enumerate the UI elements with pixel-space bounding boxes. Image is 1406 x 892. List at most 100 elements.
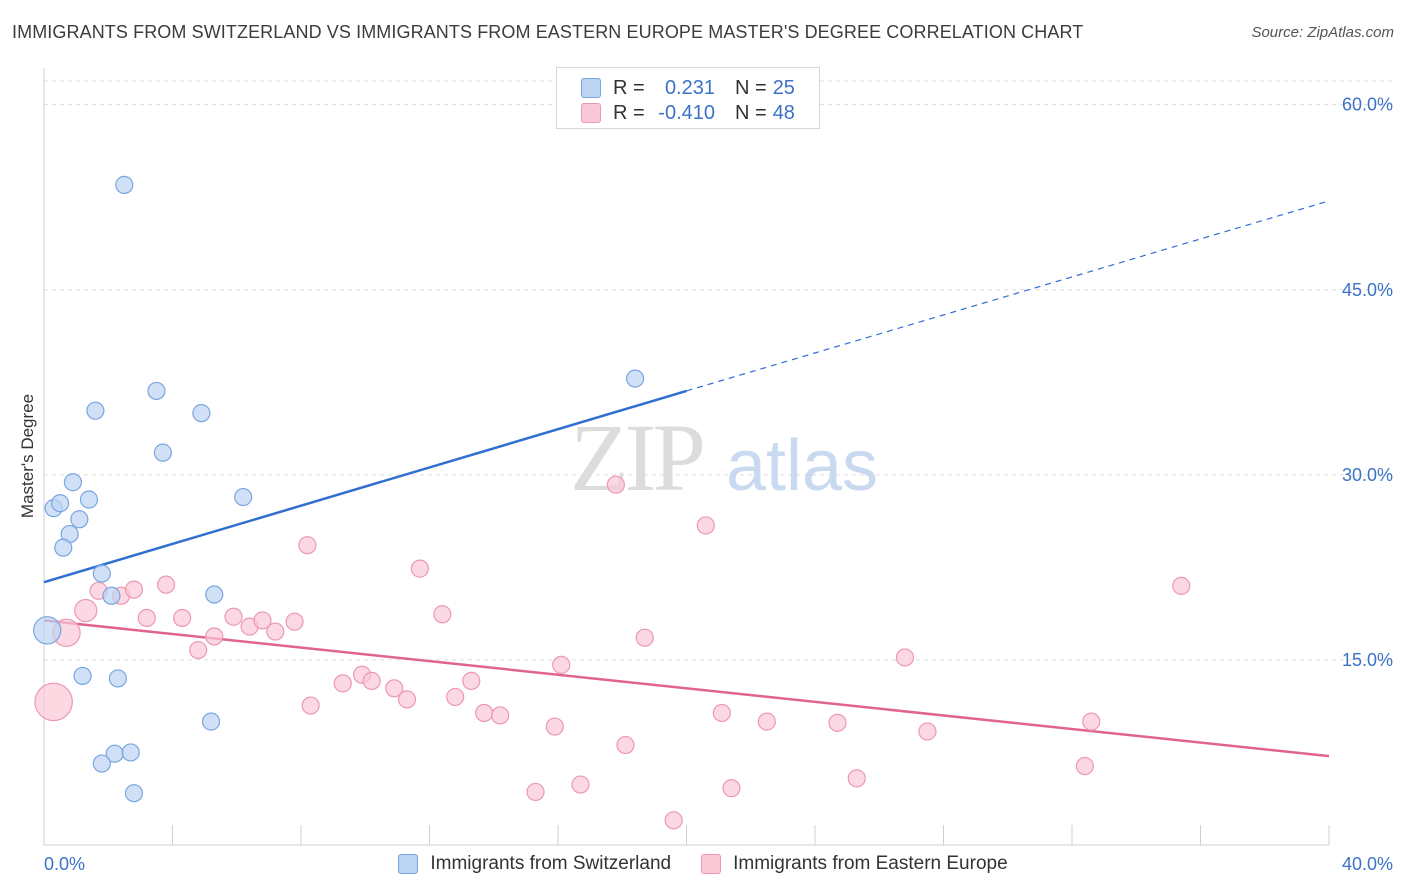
point-switzerland [192,404,211,423]
point-switzerland [79,490,99,509]
point-eastern-europe [446,687,465,707]
point-eastern-europe [462,671,481,690]
legend-n-label: N = [735,76,767,99]
point-eastern-europe [664,811,683,830]
point-eastern-europe [205,627,224,646]
series-legend-eastern-europe: Immigrants from Eastern Europe [701,853,1008,875]
point-eastern-europe [847,769,866,788]
watermark-zip: ZIP [570,404,703,511]
point-switzerland [92,754,111,773]
point-switzerland [102,586,121,605]
x-tick-label: 40.0% [1342,854,1393,874]
point-eastern-europe [137,608,156,628]
point-switzerland [86,401,105,420]
y-axis-title: Master's Degree [18,393,37,519]
point-switzerland [124,784,144,803]
point-eastern-europe [433,605,452,624]
point-eastern-europe [475,703,494,723]
point-eastern-europe [34,682,73,722]
point-eastern-europe [301,696,320,715]
trend-line-switzerland-extension [686,200,1330,392]
point-eastern-europe [285,612,304,631]
legend-r-label: R = [613,76,645,99]
legend-n-value: 25 [772,76,795,99]
x-tick-label: 0.0% [44,854,85,874]
point-eastern-europe [696,516,715,535]
point-eastern-europe [124,580,144,599]
trend-line-eastern-europe [43,619,1330,758]
point-switzerland [54,538,73,557]
point-eastern-europe [545,717,564,736]
data-points [33,175,1191,830]
point-eastern-europe [552,655,571,674]
point-eastern-europe [253,611,272,630]
point-eastern-europe [410,559,429,578]
point-eastern-europe [385,679,404,698]
legend-n-label: N = [735,101,767,124]
legend-r-value: -0.410 [658,101,715,124]
trend-line-switzerland [43,389,687,584]
y-tick-label: 15.0% [1342,650,1393,670]
point-eastern-europe [491,706,510,725]
point-eastern-europe [1082,712,1101,731]
point-switzerland [234,487,253,507]
point-eastern-europe [74,598,98,623]
point-eastern-europe [635,628,654,647]
series-label-switzerland: Immigrants from Switzerland [430,853,672,874]
point-switzerland [70,510,89,529]
point-eastern-europe [397,690,417,709]
point-switzerland [205,585,224,604]
watermark-atlas: atlas [726,426,878,506]
point-eastern-europe [156,575,176,594]
point-eastern-europe [189,640,208,660]
series-legend: Immigrants from Switzerland Immigrants f… [0,850,1406,878]
point-eastern-europe [722,779,741,798]
tick-labels: 15.0% 30.0% 45.0% 60.0% 0.0% 40.0% [44,95,1393,874]
point-eastern-europe [1075,756,1094,776]
point-switzerland [33,616,62,645]
point-eastern-europe [895,648,915,667]
y-tick-label: 60.0% [1342,95,1393,115]
point-switzerland [625,369,645,388]
trend-lines [43,200,1330,758]
grid-lines [44,80,1392,661]
point-switzerland [50,494,70,513]
point-eastern-europe [298,536,317,555]
point-switzerland [92,564,111,583]
legend-r-value: 0.231 [664,76,715,99]
point-eastern-europe [712,703,731,723]
series-label-eastern-europe: Immigrants from Eastern Europe [733,853,1008,874]
point-eastern-europe [1172,576,1191,595]
legend-r-label: R = [613,101,645,124]
legend-n-value: 48 [772,101,795,124]
point-switzerland [73,666,92,686]
legend-swatch-switzerland [581,78,601,98]
point-switzerland [63,473,83,492]
point-eastern-europe [266,622,285,641]
point-eastern-europe [362,671,381,690]
point-switzerland [201,712,221,731]
y-tick-label: 30.0% [1342,465,1393,485]
point-switzerland [108,669,127,688]
point-eastern-europe [918,722,937,741]
watermark: ZIP atlas [570,404,878,511]
point-eastern-europe [828,713,847,732]
legend-swatch-eastern-europe [581,103,601,123]
point-switzerland [147,381,166,401]
y-tick-label: 45.0% [1342,280,1393,300]
point-switzerland [121,743,140,762]
correlation-legend: R = 0.231 N = 25 R = -0.410 N = 48 [556,67,820,129]
series-swatch-switzerland [398,854,419,874]
point-eastern-europe [571,775,590,794]
point-eastern-europe [333,674,352,693]
point-eastern-europe [526,782,545,802]
point-eastern-europe [606,475,625,494]
point-switzerland [115,175,134,194]
legend-row-switzerland: R = 0.231 N = 25 [581,76,795,100]
chart-title: IMMIGRANTS FROM SWITZERLAND VS IMMIGRANT… [12,22,1084,42]
source-label: Source: ZipAtlas.com [1251,24,1394,41]
point-switzerland [153,443,172,462]
series-legend-switzerland: Immigrants from Switzerland [398,853,671,875]
point-eastern-europe [224,607,243,626]
legend-row-eastern-europe: R = -0.410 N = 48 [581,101,795,125]
